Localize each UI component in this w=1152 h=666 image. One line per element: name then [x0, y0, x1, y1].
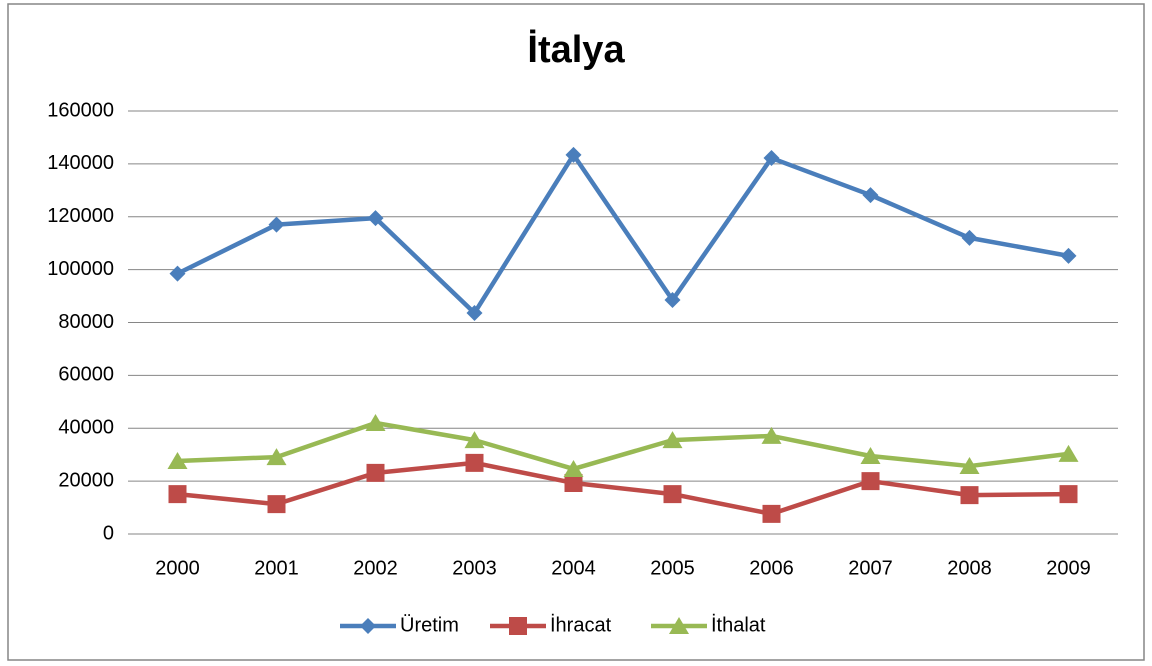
- y-tick-label: 40000: [58, 417, 114, 439]
- y-tick-label: 140000: [47, 152, 114, 174]
- x-tick-label: 2008: [947, 557, 992, 579]
- chart-border: [7, 3, 1145, 661]
- x-tick-label: 2005: [650, 557, 695, 579]
- x-tick-label: 2006: [749, 557, 794, 579]
- data-marker: [861, 472, 880, 491]
- y-tick-label: 160000: [47, 99, 114, 121]
- data-marker: [268, 216, 285, 233]
- data-marker: [564, 473, 583, 492]
- x-tick-label: 2009: [1046, 557, 1091, 579]
- data-marker: [464, 431, 485, 449]
- data-marker: [366, 463, 385, 482]
- data-marker: [167, 452, 188, 470]
- legend-marker: [509, 617, 527, 635]
- data-marker: [862, 187, 879, 204]
- data-marker: [960, 486, 979, 505]
- data-marker: [663, 485, 682, 504]
- y-tick-label: 20000: [58, 469, 114, 491]
- legend-label: Üretim: [400, 614, 459, 636]
- data-marker: [1058, 444, 1079, 462]
- chart-title: İtalya: [527, 29, 625, 71]
- data-marker: [664, 292, 681, 309]
- legend-label: İhracat: [550, 613, 612, 636]
- x-tick-label: 2004: [551, 557, 596, 579]
- series-line: [176, 152, 1069, 316]
- y-tick-label: 100000: [47, 258, 114, 280]
- x-tick-label: 2001: [254, 557, 299, 579]
- x-tick-label: 2003: [452, 557, 497, 579]
- legend-marker: [669, 617, 689, 634]
- data-marker: [565, 146, 582, 163]
- data-marker: [365, 413, 386, 431]
- data-marker: [169, 265, 186, 282]
- y-tick-label: 80000: [58, 311, 114, 333]
- data-marker: [860, 447, 881, 465]
- data-marker: [762, 504, 781, 523]
- x-tick-label: 2007: [848, 557, 893, 579]
- legend-marker: [360, 618, 376, 634]
- series-line: [177, 420, 1069, 472]
- data-marker: [367, 210, 384, 227]
- data-marker: [662, 431, 683, 449]
- data-marker: [763, 150, 780, 167]
- data-marker: [959, 457, 980, 475]
- x-tick-label: 2000: [155, 557, 200, 579]
- data-marker: [761, 426, 782, 444]
- data-marker: [465, 453, 484, 472]
- data-marker: [563, 459, 584, 477]
- y-tick-label: 60000: [58, 364, 114, 386]
- data-marker: [267, 495, 286, 514]
- y-tick-label: 0: [103, 522, 114, 544]
- data-marker: [961, 229, 978, 246]
- data-marker: [266, 448, 287, 466]
- series-line: [177, 460, 1069, 517]
- data-marker: [168, 485, 187, 504]
- x-tick-label: 2002: [353, 557, 398, 579]
- data-marker: [1060, 247, 1077, 264]
- data-marker: [1059, 485, 1078, 504]
- y-tick-label: 120000: [47, 205, 114, 227]
- legend-label: İthalat: [711, 613, 766, 636]
- data-marker: [466, 304, 483, 321]
